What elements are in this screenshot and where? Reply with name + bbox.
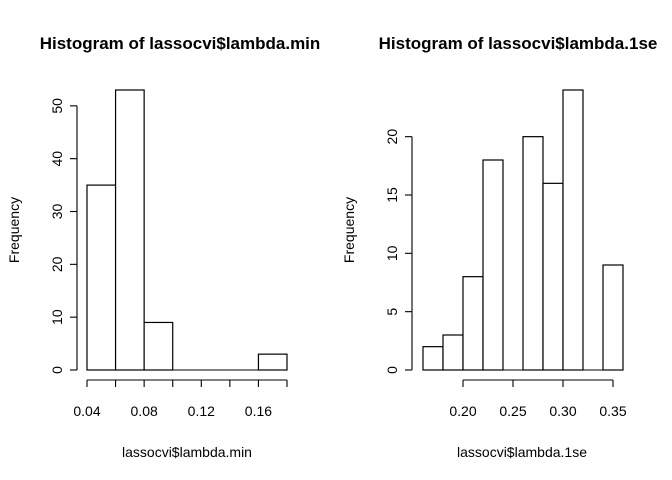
histogram-bar	[86, 184, 117, 371]
x-axis: 0.20 0.25 0.30 0.35	[449, 379, 627, 419]
histogram-bar	[482, 159, 504, 371]
chart-title: Histogram of lassocvi$lambda.min	[40, 34, 321, 53]
y-tick-label: 30	[49, 204, 65, 220]
x-tick-label: 0.12	[188, 403, 215, 419]
histogram-bar	[562, 89, 584, 371]
x-tick-label: 0.08	[131, 403, 158, 419]
x-axis: 0.04 0.08 0.12 0.16	[73, 379, 288, 419]
x-tick-label: 0.04	[73, 403, 100, 419]
y-tick-label: 10	[384, 245, 400, 261]
y-tick-label: 10	[49, 309, 65, 325]
histogram-bar	[542, 182, 564, 371]
y-axis: 0 5 10 15 20	[384, 129, 413, 374]
y-tick-label: 15	[384, 187, 400, 203]
histogram-bar	[602, 264, 624, 371]
x-axis-label: lassocvi$lambda.1se	[457, 444, 587, 460]
x-tick-label: 0.16	[245, 403, 272, 419]
y-tick-label: 50	[49, 98, 65, 114]
x-tick-label: 0.30	[549, 403, 576, 419]
y-tick-label: 0	[49, 366, 65, 374]
histogram-bar	[257, 353, 288, 371]
histogram-bar	[442, 334, 464, 371]
y-tick-label: 40	[49, 151, 65, 167]
y-axis-label: Frequency	[6, 197, 22, 263]
chart-title: Histogram of lassocvi$lambda.1se	[379, 34, 658, 53]
histogram-bar	[462, 276, 484, 371]
histogram-bar	[114, 89, 145, 371]
histogram-lambda-min: Histogram of lassocvi$lambda.min lassocv…	[6, 34, 320, 460]
x-axis-label: lassocvi$lambda.min	[122, 444, 252, 460]
x-tick-label: 0.20	[449, 403, 476, 419]
y-tick-label: 20	[49, 256, 65, 272]
y-axis-label: Frequency	[341, 197, 357, 263]
histogram-bar	[143, 321, 174, 371]
histogram-bar	[522, 136, 544, 371]
y-axis: 0 10 20 30 40 50	[49, 98, 78, 374]
y-tick-label: 5	[384, 308, 400, 316]
x-tick-label: 0.25	[499, 403, 526, 419]
histogram-bar	[422, 346, 444, 371]
x-tick-label: 0.35	[599, 403, 626, 419]
bars	[86, 89, 288, 371]
bars	[422, 89, 624, 371]
y-tick-label: 20	[384, 129, 400, 145]
y-tick-label: 0	[384, 366, 400, 374]
histogram-lambda-1se: Histogram of lassocvi$lambda.1se lassocv…	[341, 34, 657, 460]
